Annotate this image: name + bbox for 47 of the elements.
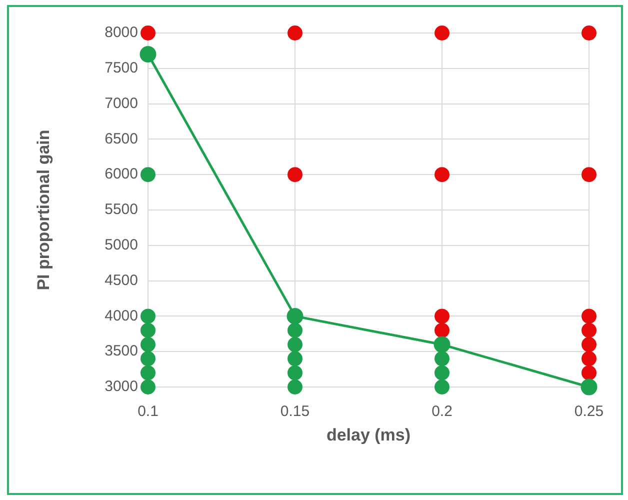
- point: [582, 308, 596, 324]
- point: [434, 308, 450, 324]
- point: [582, 337, 596, 352]
- point: [434, 167, 450, 182]
- y-tick-label: 5000: [104, 236, 138, 254]
- x-tick-label: 0.15: [280, 403, 310, 420]
- point: [434, 322, 450, 338]
- point: [434, 26, 450, 40]
- point: [288, 167, 302, 182]
- y-tick-label: 4000: [104, 307, 138, 324]
- point: [288, 380, 302, 394]
- point: [434, 380, 450, 394]
- point: [434, 351, 450, 366]
- point: [140, 46, 156, 62]
- point: [582, 322, 596, 338]
- y-axis-title: PI proportional gain: [34, 130, 53, 290]
- point: [140, 26, 156, 40]
- point: [288, 337, 302, 352]
- y-tick-label: 3000: [104, 378, 138, 396]
- point: [288, 365, 302, 380]
- point: [582, 167, 596, 182]
- point: [582, 365, 596, 380]
- point: [582, 26, 596, 40]
- y-tick-label: 7000: [104, 94, 138, 112]
- point: [140, 308, 156, 324]
- x-tick-label: 0.1: [138, 403, 158, 420]
- point: [140, 167, 156, 182]
- y-tick-label: 6000: [104, 166, 138, 183]
- point: [288, 26, 302, 40]
- x-tick-label: 0.25: [574, 403, 604, 420]
- point: [140, 322, 156, 338]
- y-tick-label: 4500: [104, 272, 138, 289]
- point: [288, 322, 302, 338]
- point: [582, 351, 596, 366]
- point: [288, 351, 302, 366]
- point: [140, 365, 156, 380]
- x-tick-label: 0.2: [432, 403, 452, 420]
- x-axis-title: delay (ms): [326, 425, 411, 444]
- point: [140, 337, 156, 352]
- point: [140, 351, 156, 366]
- y-tick-label: 5500: [104, 201, 138, 218]
- y-tick-label: 3500: [104, 342, 138, 360]
- y-tick-label: 6500: [104, 130, 138, 148]
- point: [434, 365, 450, 380]
- point: [140, 380, 156, 394]
- y-tick-label: 7500: [104, 60, 138, 77]
- y-tick-label: 8000: [104, 24, 138, 42]
